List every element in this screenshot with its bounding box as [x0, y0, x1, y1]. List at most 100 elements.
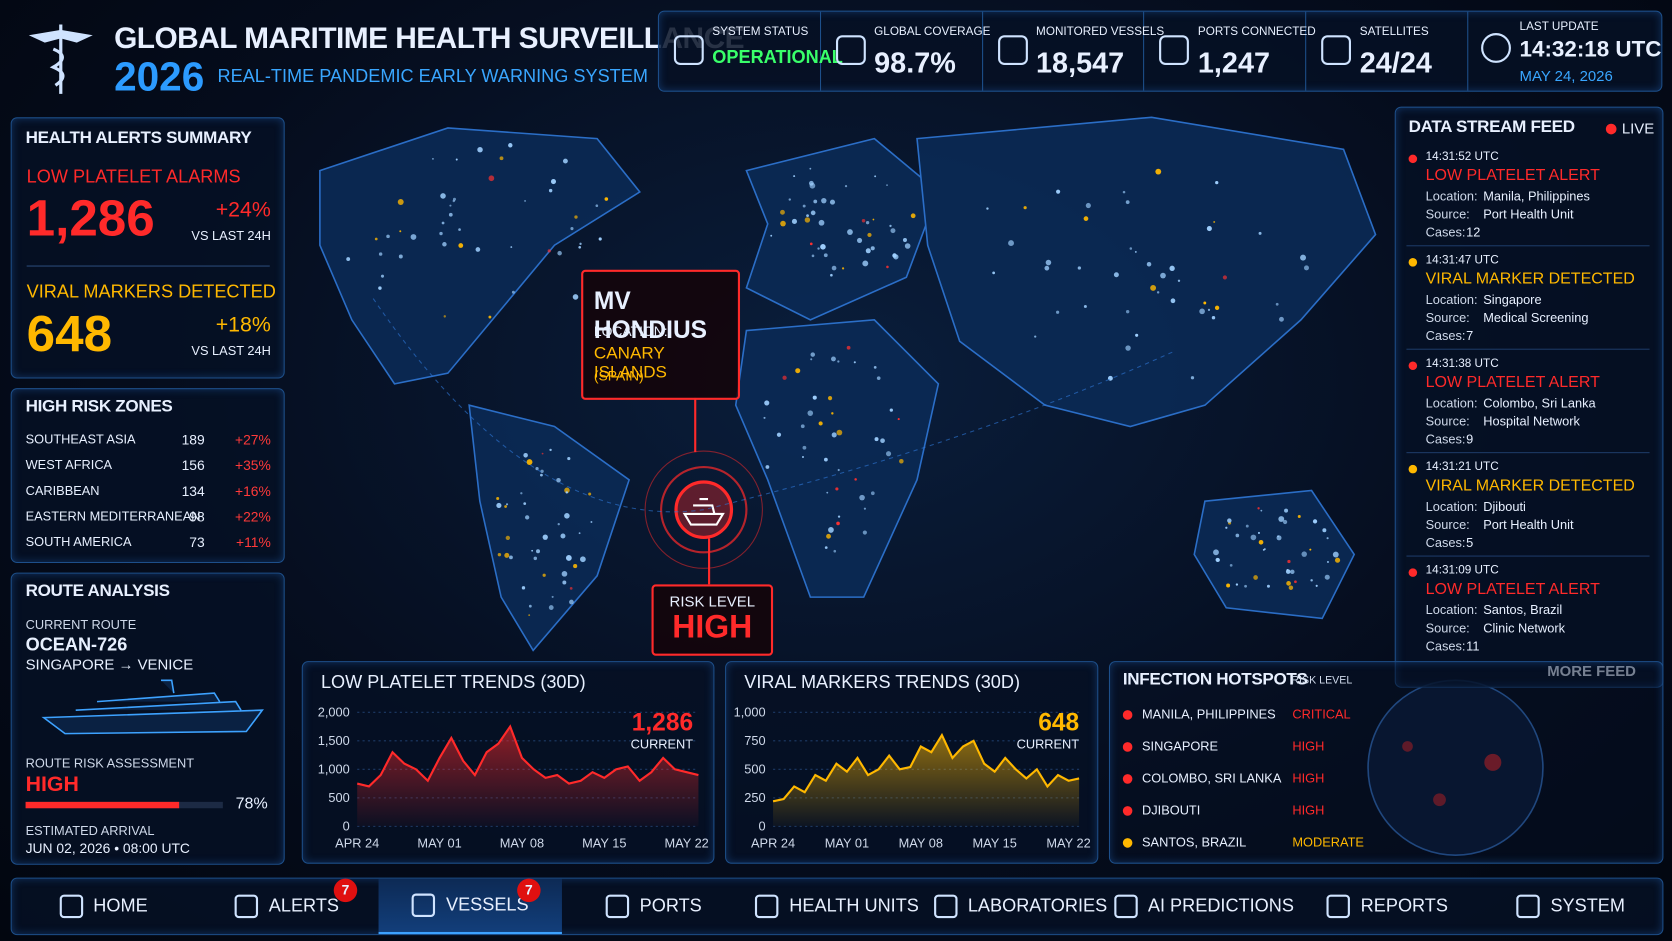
alert-label: VIRAL MARKERS DETECTED: [26, 281, 276, 302]
ring: [660, 465, 748, 554]
feed-location: Colombo, Sri Lanka: [1483, 395, 1596, 411]
city-light: [477, 146, 483, 153]
zone-name: SOUTH AMERICA: [25, 534, 132, 550]
city-light: [564, 487, 570, 494]
nav-item[interactable]: VESSELS 7: [378, 878, 562, 935]
city-light: [865, 221, 870, 225]
city-light: [1211, 315, 1216, 320]
feed-source-label: Source:: [1425, 206, 1470, 222]
eta-label: ESTIMATED ARRIVAL: [25, 823, 155, 839]
city-light: [885, 451, 892, 457]
city-light: [897, 418, 900, 421]
x-tick-label: MAY 01: [417, 836, 461, 851]
city-light: [1266, 584, 1270, 588]
nav-item[interactable]: AI PREDICTIONS: [1112, 879, 1295, 934]
city-light: [1085, 202, 1091, 209]
status-icon: [835, 35, 866, 66]
city-light: [1315, 584, 1318, 587]
city-light: [1213, 549, 1219, 556]
city-light: [1125, 345, 1131, 351]
city-light: [841, 267, 845, 270]
risk-track: [25, 801, 223, 809]
nav-item[interactable]: REPORTS: [1296, 879, 1479, 934]
city-light: [863, 507, 867, 510]
city-light: [511, 290, 515, 294]
clock-icon: [1481, 33, 1512, 63]
city-light: [549, 448, 552, 452]
city-light: [548, 188, 553, 193]
city-light: [572, 294, 579, 300]
city-light: [1146, 261, 1152, 267]
nav-item[interactable]: HOME: [12, 879, 195, 934]
hotspot-dot: [1122, 710, 1133, 720]
city-light: [802, 445, 807, 450]
status-label: GLOBAL COVERAGE: [874, 25, 991, 39]
city-light: [986, 207, 989, 210]
alert-note: VS LAST 24H: [191, 228, 271, 244]
y-tick-label: 750: [744, 733, 765, 748]
vessel-marker: [372, 298, 1174, 585]
feed-source: Medical Screening: [1483, 310, 1589, 326]
zone-change: +16%: [234, 483, 271, 500]
city-light: [810, 358, 813, 361]
city-light: [1287, 559, 1291, 564]
city-light: [579, 242, 582, 245]
city-light: [1301, 551, 1307, 557]
feed-dot: [1408, 568, 1418, 577]
city-light: [1213, 220, 1216, 223]
app-subtitle: REAL-TIME PANDEMIC EARLY WARNING SYSTEM: [217, 66, 648, 87]
zone-change: +11%: [236, 534, 271, 551]
panel-title: INFECTION HOTSPOTS: [1122, 670, 1308, 689]
city-light: [1160, 272, 1166, 279]
zone-count: 189: [181, 431, 205, 448]
city-light: [809, 182, 816, 189]
hotspot-level: CRITICAL: [1292, 706, 1351, 722]
city-light: [847, 229, 853, 235]
city-light: [440, 193, 446, 199]
nav-item[interactable]: LABORATORIES: [929, 879, 1112, 934]
city-light: [1077, 266, 1081, 270]
nav-icon: [1326, 894, 1351, 919]
alert-change: +24%: [215, 198, 271, 222]
nav-item[interactable]: HEALTH UNITS: [745, 879, 928, 934]
city-light: [1156, 291, 1160, 294]
hotspot-dot: [1122, 774, 1133, 784]
city-light: [443, 315, 446, 318]
x-tick-label: APR 24: [751, 836, 795, 851]
city-light: [504, 505, 507, 508]
city-light: [1257, 531, 1260, 534]
city-light: [499, 156, 504, 161]
city-light: [1125, 200, 1130, 205]
city-light: [547, 249, 551, 253]
status-cell: MONITORED VESSELS 18,547: [983, 11, 1164, 91]
feed-source-label: Source:: [1425, 413, 1470, 429]
city-light: [1284, 508, 1289, 513]
city-light: [458, 228, 461, 231]
zone-name: SOUTHEAST ASIA: [25, 431, 136, 447]
city-light: [910, 213, 916, 219]
current-label: CURRENT: [1017, 737, 1080, 752]
feed-time: 14:31:09 UTC: [1425, 564, 1499, 577]
x-tick-label: MAY 08: [500, 836, 544, 851]
route-path: SINGAPORE → VENICE: [25, 655, 194, 673]
city-light: [455, 158, 458, 161]
city-light: [854, 478, 857, 481]
risk-label: ROUTE RISK ASSESSMENT: [25, 756, 195, 771]
location-country: (SPAIN): [593, 367, 644, 384]
nav-item[interactable]: SYSTEM: [1479, 879, 1662, 934]
city-light: [497, 552, 502, 557]
city-light: [826, 533, 831, 539]
trend-line: [356, 724, 699, 788]
nav-item[interactable]: ALERTS 7: [195, 878, 378, 934]
continent: [468, 404, 631, 652]
nav-item[interactable]: PORTS: [562, 879, 745, 934]
city-light: [1290, 569, 1295, 575]
city-light: [531, 549, 533, 552]
city-light: [458, 243, 464, 248]
nav-label: VESSELS: [445, 894, 529, 915]
city-light: [505, 503, 509, 506]
zone-change: +35%: [234, 457, 271, 474]
city-light: [548, 605, 554, 610]
city-light: [890, 228, 896, 234]
divider: [1406, 555, 1650, 557]
